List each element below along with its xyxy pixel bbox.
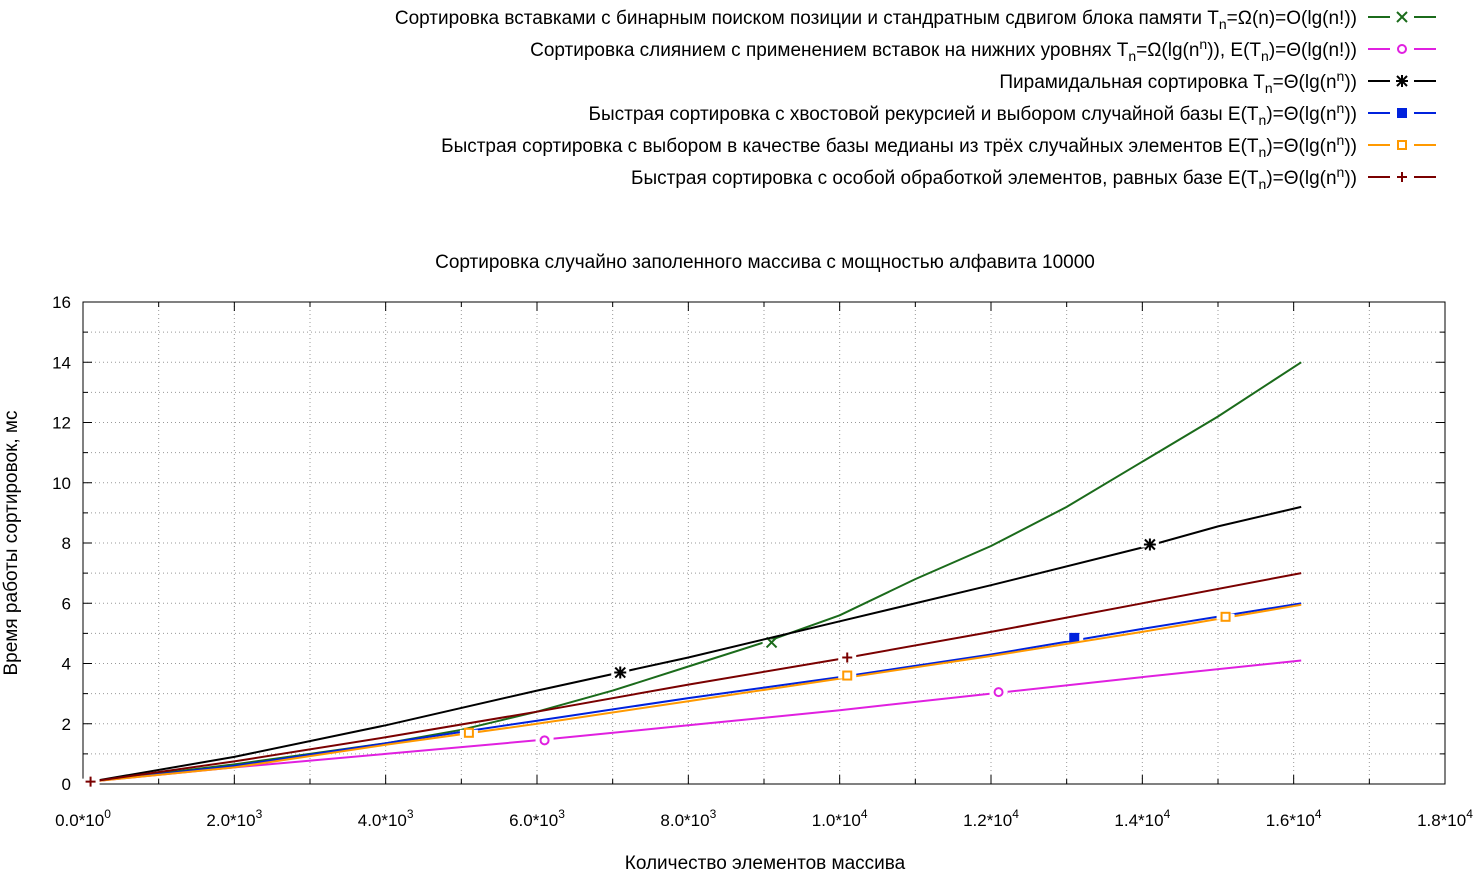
- data-point-marker: [539, 735, 550, 746]
- y-tick-label: 10: [52, 474, 71, 493]
- series-line: [90, 505, 1302, 783]
- x-tick-label: 1.2*104: [963, 807, 1019, 830]
- legend-label: Сортировка вставками с бинарным поиском …: [395, 8, 1357, 32]
- series-1: [90, 361, 1302, 783]
- legend-label: Пирамидальная сортировка Tn=Θ(lg(nn)): [999, 68, 1357, 96]
- x-tick-label: 1.4*104: [1114, 807, 1170, 830]
- x-axis-label: Количество элементов массива: [625, 853, 906, 873]
- series-3: [90, 505, 1302, 783]
- legend-marker: [1397, 44, 1407, 54]
- legend-marker: [1397, 172, 1407, 182]
- series-layer: [81, 361, 1302, 787]
- x-tick-label: 8.0*103: [660, 807, 716, 830]
- data-point-marker: [842, 670, 853, 681]
- legend-entry: Пирамидальная сортировка Tn=Θ(lg(nn)): [999, 68, 1436, 96]
- legend-label: Быстрая сортировка с особой обработкой э…: [631, 164, 1357, 192]
- legend-marker: [1397, 140, 1407, 150]
- legend-label: Сортировка слиянием с применением вставо…: [530, 36, 1357, 64]
- series-6: [81, 572, 1302, 787]
- data-point-marker: [614, 666, 627, 679]
- y-tick-label: 8: [62, 534, 71, 553]
- legend-label: Быстрая сортировка с выбором в качестве …: [441, 132, 1357, 160]
- x-tick-label: 1.0*104: [812, 807, 868, 830]
- ticks: 0.0*100 2.0*103 4.0*103 6.0*103 8.0*103 1.0*1…: [52, 293, 1473, 830]
- y-tick-label: 4: [62, 655, 71, 674]
- y-axis-label: Время работы сортировок, мс: [1, 411, 22, 676]
- legend-entry: Сортировка вставками с бинарным поиском …: [395, 8, 1436, 32]
- data-point-marker: [993, 687, 1004, 698]
- x-tick-label: 1.6*104: [1266, 807, 1322, 830]
- legend-label: Быстрая сортировка с хвостовой рекурсией…: [589, 100, 1358, 128]
- series-4: [90, 602, 1302, 783]
- y-tick-label: 2: [62, 715, 71, 734]
- series-2: [90, 659, 1302, 783]
- x-tick-label: 1.8*104: [1417, 807, 1473, 830]
- legend-entry: Сортировка слиянием с применением вставо…: [530, 36, 1436, 64]
- series-line: [90, 572, 1302, 783]
- data-point-marker: [1220, 611, 1231, 622]
- data-point-marker: [463, 727, 474, 738]
- data-point-marker: [1069, 632, 1080, 643]
- data-point-marker: [85, 776, 96, 787]
- y-tick-label: 16: [52, 293, 71, 312]
- series-line: [90, 659, 1302, 783]
- y-tick-label: 0: [62, 775, 71, 794]
- x-tick-label: 0.0*100: [55, 807, 111, 830]
- y-tick-label: 6: [62, 594, 71, 613]
- legend-marker: [1397, 108, 1407, 118]
- legend-marker: [1396, 75, 1408, 87]
- y-tick-label: 12: [52, 414, 71, 433]
- data-point-marker: [842, 652, 853, 663]
- x-tick-label: 6.0*103: [509, 807, 565, 830]
- legend-marker: [1396, 11, 1408, 23]
- x-tick-label: 4.0*103: [358, 807, 414, 830]
- legend-entry: Быстрая сортировка с выбором в качестве …: [441, 132, 1436, 160]
- series-line: [90, 603, 1302, 783]
- series-line: [90, 602, 1302, 783]
- legend: Сортировка вставками с бинарным поиском …: [395, 8, 1436, 192]
- legend-entry: Быстрая сортировка с хвостовой рекурсией…: [589, 100, 1436, 128]
- series-5: [90, 603, 1302, 783]
- data-point-marker: [1143, 538, 1156, 551]
- x-tick-label: 2.0*103: [206, 807, 262, 830]
- grid: [82, 301, 1446, 785]
- y-tick-label: 14: [52, 353, 71, 372]
- series-line: [90, 361, 1302, 783]
- legend-entry: Быстрая сортировка с особой обработкой э…: [631, 164, 1436, 192]
- chart-title: Сортировка случайно заполенного массива …: [435, 252, 1095, 273]
